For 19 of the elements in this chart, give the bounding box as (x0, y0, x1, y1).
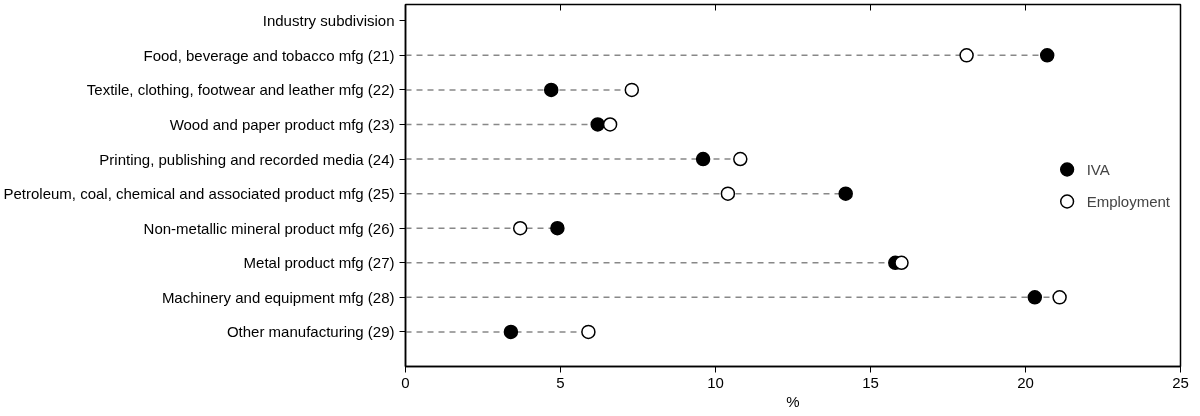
x-tick-label: 25 (1172, 373, 1189, 391)
y-tick-label: Wood and paper product mfg (23) (169, 115, 395, 133)
y-tick-label: Non-metallic mineral product mfg (26) (143, 219, 395, 237)
y-tick-label: Other manufacturing (29) (226, 323, 395, 341)
legend-label: IVA (1086, 160, 1110, 178)
y-axis-title: Industry subdivision (262, 12, 395, 30)
x-tick-label: 5 (556, 373, 565, 391)
y-tick-label: Petroleum, coal, chemical and associated product mfg (25) (3, 185, 395, 203)
x-tick-label: 10 (707, 373, 724, 391)
x-tick-label: 20 (1017, 373, 1034, 391)
y-tick-label: Printing, publishing and recorded media (24) (99, 150, 395, 168)
x-axis-title: % (786, 392, 800, 410)
y-tick-label: Machinery and equipment mfg (28) (161, 288, 395, 306)
y-tick-label: Food, beverage and tobacco mfg (21) (143, 46, 395, 64)
y-tick-label: Textile, clothing, footwear and leather mfg (22) (86, 81, 395, 99)
legend-label: Employment (1086, 192, 1170, 210)
x-tick-label: 0 (401, 373, 410, 391)
y-tick-label: Metal product mfg (27) (243, 254, 395, 272)
x-tick-label: 15 (862, 373, 879, 391)
